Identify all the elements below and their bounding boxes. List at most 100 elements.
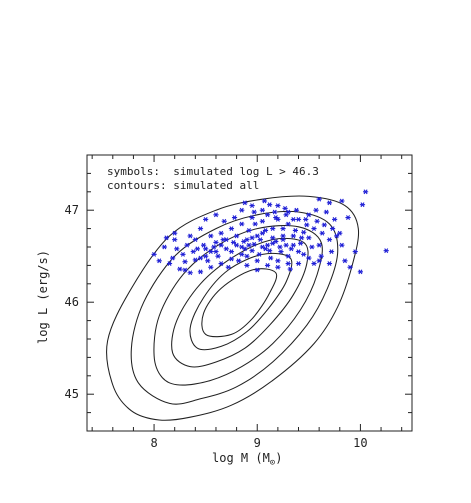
scatter-point — [231, 215, 238, 220]
scatter-point-stroke — [315, 218, 320, 224]
x-tick-label: 9 — [254, 436, 261, 450]
contour-level-6 — [201, 268, 278, 338]
scatter-point — [352, 249, 358, 255]
scatter-point-stroke — [157, 258, 162, 264]
scatter-point — [203, 246, 209, 252]
scatter-point-stroke — [167, 261, 172, 266]
scatter-point — [334, 233, 340, 239]
scatter-point-stroke — [353, 249, 358, 255]
scatter-point-stroke — [221, 237, 226, 243]
scatter-point — [316, 242, 322, 248]
x-axis-label-end: ) — [275, 451, 282, 465]
scatter-point — [273, 215, 279, 220]
scatter-point — [228, 249, 235, 255]
scatter-point — [278, 249, 284, 255]
scatter-point — [184, 242, 190, 248]
scatter-point-stroke — [239, 251, 244, 257]
scatter-point — [337, 230, 343, 236]
scatter-point — [187, 270, 193, 276]
scatter-point-stroke — [172, 237, 177, 243]
scatter-point-stroke — [198, 255, 203, 261]
scatter-point — [192, 237, 198, 243]
scatter-point-stroke — [265, 242, 270, 248]
legend-line-symbols: symbols: simulated log L > 46.3 — [107, 165, 319, 178]
scatter-point — [285, 221, 291, 227]
scatter-point-stroke — [252, 241, 257, 247]
scatter-point-stroke — [260, 244, 265, 250]
scatter-point — [318, 253, 324, 259]
axis-ticks: 8 9 10 45 46 47 — [65, 154, 412, 450]
scatter-point — [218, 230, 224, 236]
scatter-point-stroke — [327, 237, 332, 243]
scatter-point — [172, 230, 178, 236]
scatter-point-stroke — [253, 221, 258, 227]
scatter-point-stroke — [201, 242, 206, 248]
scatter-point — [272, 209, 278, 215]
scatter-point-stroke — [177, 266, 182, 272]
scatter-point — [339, 198, 345, 204]
scatter-point — [328, 249, 335, 255]
scatter-point-stroke — [198, 226, 203, 232]
scatter-point-stroke — [203, 253, 208, 259]
scatter-point-stroke — [222, 218, 227, 224]
scatter-point-stroke — [317, 196, 322, 202]
scatter-point-stroke — [250, 248, 255, 254]
scatter-point — [156, 258, 162, 264]
scatter-point-stroke — [252, 209, 257, 215]
scatter-point — [221, 218, 227, 224]
scatter-point — [267, 202, 273, 208]
scatter-point — [304, 222, 310, 228]
scatter-point — [203, 216, 209, 222]
scatter-point-stroke — [303, 216, 308, 222]
scatter-point — [262, 228, 269, 233]
scatter-point-stroke — [317, 242, 322, 248]
scatter-point — [194, 246, 200, 252]
scatter-point — [270, 226, 276, 232]
scatter-point-stroke — [306, 255, 311, 261]
scatter-point — [200, 242, 207, 248]
scatter-point-stroke — [329, 249, 334, 255]
scatter-point — [311, 226, 317, 232]
scatter-point — [259, 218, 265, 224]
scatter-point-stroke — [241, 239, 246, 244]
scatter-point-stroke — [327, 261, 332, 266]
scatter-point — [316, 196, 322, 202]
scatter-point-stroke — [320, 230, 325, 236]
scatter-point — [270, 235, 276, 241]
scatter-point-stroke — [232, 215, 237, 220]
scatter-point — [283, 242, 289, 248]
scatter-point — [205, 258, 211, 264]
scatter-point-stroke — [301, 229, 306, 235]
scatter-point — [254, 267, 260, 273]
y-tick-label: 45 — [65, 387, 79, 401]
scatter-point-stroke — [234, 233, 239, 239]
scatter-point-stroke — [296, 249, 301, 255]
scatter-point-stroke — [268, 255, 273, 261]
scatter-point-stroke — [342, 258, 347, 264]
scatter-point-stroke — [211, 244, 216, 250]
scatter-point — [342, 258, 348, 264]
scatter-point-stroke — [322, 222, 327, 228]
scatter-point-stroke — [311, 261, 316, 266]
scatter-point-stroke — [327, 200, 332, 206]
scatter-point — [208, 264, 214, 270]
scatter-point — [228, 226, 235, 232]
scatter-point — [239, 251, 245, 257]
scatter-points-layer — [151, 189, 389, 276]
scatter-point-stroke — [334, 233, 339, 239]
scatter-point — [166, 261, 173, 266]
scatter-point-stroke — [195, 246, 200, 252]
scatter-point — [314, 218, 320, 224]
scatter-point-stroke — [231, 239, 236, 245]
scatter-point-stroke — [275, 203, 280, 209]
x-axis-label-main: log M (M — [212, 451, 270, 465]
scatter-point — [244, 262, 250, 268]
scatter-point — [213, 249, 219, 255]
scatter-point — [280, 226, 286, 232]
scatter-point-stroke — [291, 242, 296, 248]
scatter-point — [292, 228, 299, 233]
scatter-point — [215, 253, 221, 259]
scatter-point-stroke — [281, 226, 286, 232]
scatter-point — [309, 244, 315, 250]
